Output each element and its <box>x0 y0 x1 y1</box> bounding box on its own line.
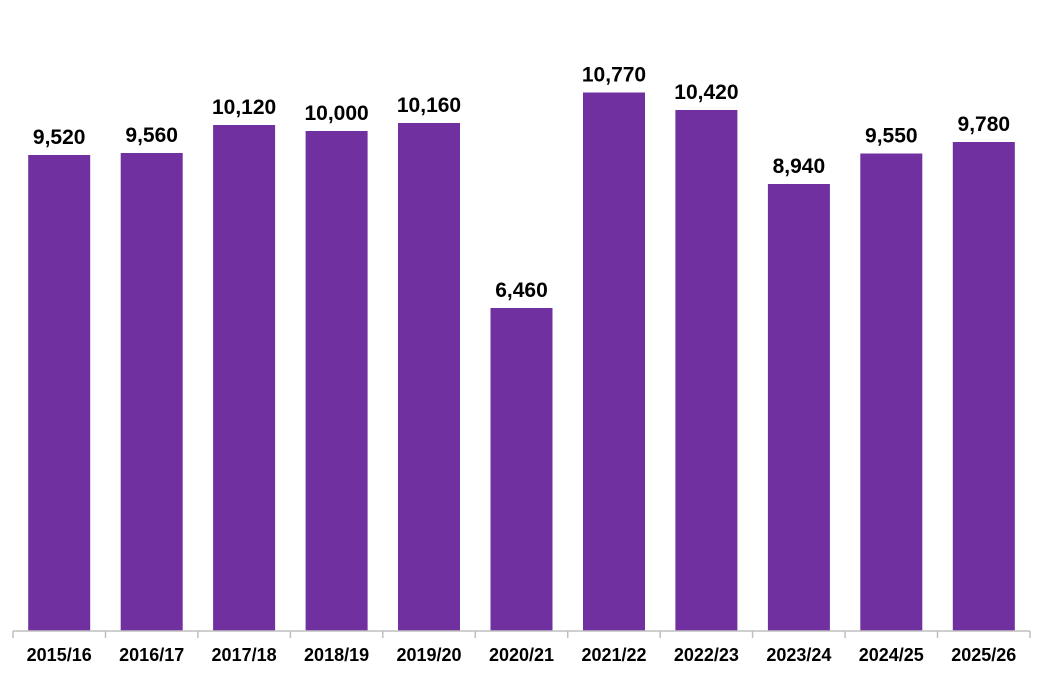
value-label-2025-26: 9,780 <box>958 113 1011 136</box>
value-label-2021-22: 10,770 <box>582 64 646 87</box>
value-label-2023-24: 8,940 <box>773 155 826 178</box>
x-tick-label-2019-20: 2019/20 <box>396 645 461 665</box>
bar-2024-25 <box>860 153 923 631</box>
x-tick-label-2022-23: 2022/23 <box>674 645 739 665</box>
x-axis-tick-labels-group: 2015/16 2016/17 2017/18 2018/19 2019/20 2020/… <box>27 645 1017 665</box>
value-label-2015-16: 9,520 <box>33 126 86 149</box>
value-labels-group: 9,520 9,560 10,120 10,000 10,160 6,460 10,770 1… <box>33 64 1010 303</box>
x-tick-label-2025-26: 2025/26 <box>951 645 1016 665</box>
x-tick-label-2016-17: 2016/17 <box>119 645 184 665</box>
x-tick-label-2018-19: 2018/19 <box>304 645 369 665</box>
bars-group <box>28 92 1015 631</box>
bar-2018-19 <box>305 131 368 631</box>
x-tick-label-2015-16: 2015/16 <box>27 645 92 665</box>
value-label-2017-18: 10,120 <box>212 96 276 119</box>
value-label-2020-21: 6,460 <box>495 279 548 302</box>
x-tick-label-2021-22: 2021/22 <box>581 645 646 665</box>
x-tick-label-2023-24: 2023/24 <box>766 645 831 665</box>
bar-2015-16 <box>28 155 91 631</box>
bar-2017-18 <box>213 125 276 631</box>
value-label-2019-20: 10,160 <box>397 94 461 117</box>
bar-2020-21 <box>490 308 553 631</box>
bar-2016-17 <box>120 153 183 631</box>
value-label-2016-17: 9,560 <box>125 124 178 147</box>
x-tick-label-2020-21: 2020/21 <box>489 645 554 665</box>
bar-2023-24 <box>767 184 830 631</box>
value-label-2024-25: 9,550 <box>865 125 918 148</box>
bar-2022-23 <box>675 110 738 631</box>
bar-2021-22 <box>583 92 645 631</box>
x-tick-label-2017-18: 2017/18 <box>212 645 277 665</box>
bar-2019-20 <box>398 123 460 631</box>
bar-2025-26 <box>952 142 1015 631</box>
value-label-2018-19: 10,000 <box>304 102 368 125</box>
x-axis-ticks-group <box>12 631 1031 638</box>
x-tick-label-2024-25: 2024/25 <box>859 645 924 665</box>
value-label-2022-23: 10,420 <box>674 81 738 104</box>
